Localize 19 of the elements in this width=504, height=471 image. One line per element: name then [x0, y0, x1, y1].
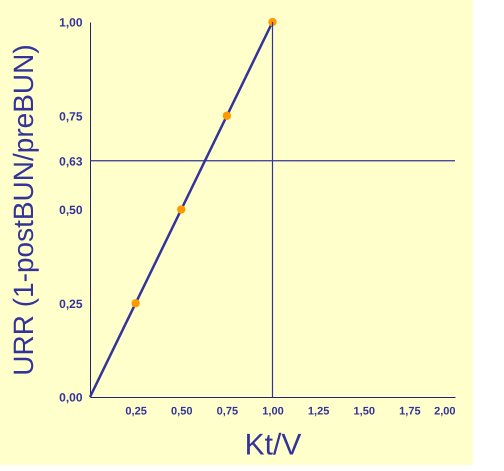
x-tick-label: 0,75 — [216, 406, 238, 418]
point — [177, 205, 186, 214]
x-tick-label: 1,25 — [308, 406, 330, 418]
y-axis-title: URR (1-postBUN/preBUN) — [8, 44, 40, 376]
x-tick-label: 1,50 — [354, 406, 375, 418]
point — [222, 112, 232, 120]
x-tick-label: 0,25 — [125, 406, 147, 418]
y-tick-label: 0,25 — [59, 296, 83, 311]
x-axis-title: Kt/V — [244, 428, 302, 462]
x-tick-label: 2,00 — [434, 406, 456, 418]
y-tick-label: 0,63 — [59, 154, 83, 168]
point — [131, 299, 140, 308]
x-tick-label: 1,75 — [399, 406, 421, 418]
y-tick-label: 0,75 — [59, 109, 83, 124]
y-tick-label: 0,00 — [59, 390, 83, 404]
x-tick-label: 1,00 — [262, 406, 284, 418]
x-tick-label: 0,50 — [171, 406, 192, 418]
y-tick-label: 1,00 — [59, 16, 83, 30]
y-tick-label: 0,50 — [59, 203, 83, 217]
